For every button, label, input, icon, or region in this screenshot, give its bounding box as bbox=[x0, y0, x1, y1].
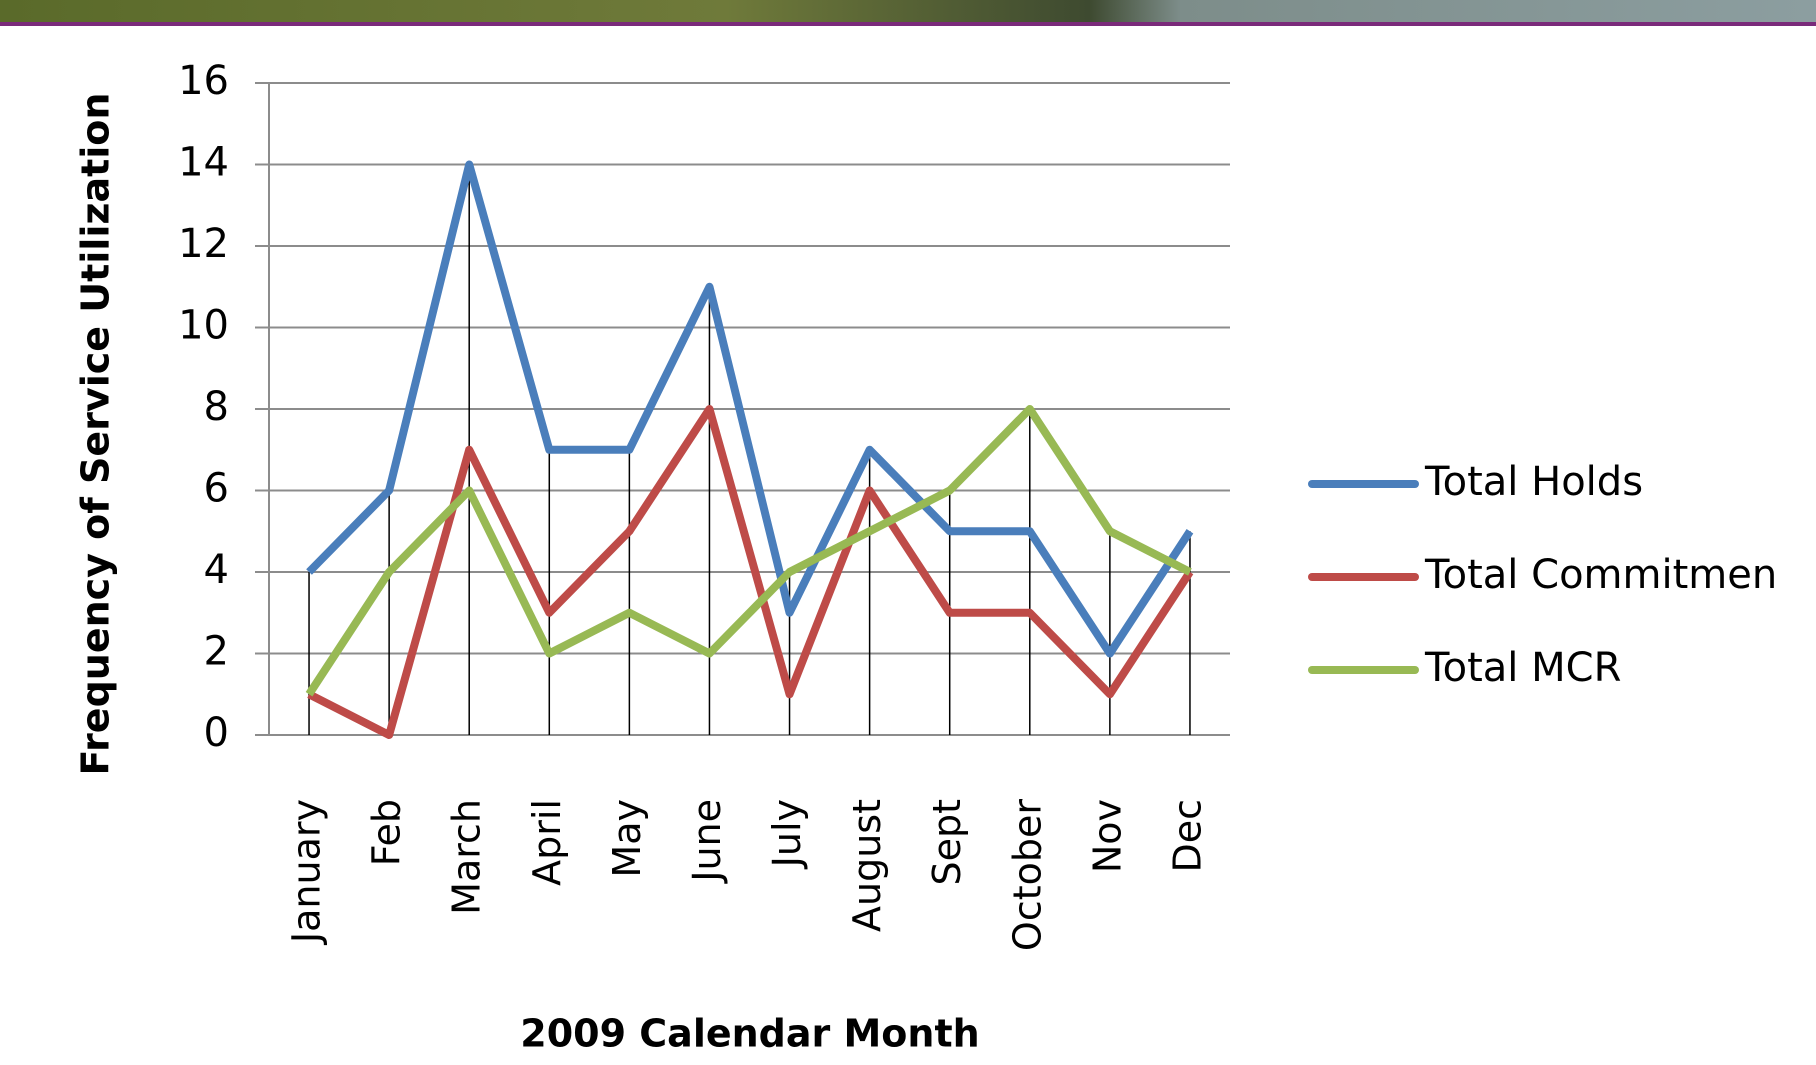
y-tick-label: 16 bbox=[178, 58, 229, 104]
y-tick-label: 10 bbox=[178, 303, 229, 349]
x-tick-label: January bbox=[285, 799, 329, 945]
y-tick-label: 14 bbox=[178, 140, 229, 186]
x-tick-label: March bbox=[445, 799, 489, 915]
legend-label: Total Commitmen bbox=[1424, 552, 1777, 598]
x-tick-label: July bbox=[765, 799, 809, 869]
y-tick-label: 8 bbox=[204, 384, 229, 430]
banner-rule bbox=[0, 22, 1816, 26]
x-tick-label: Dec bbox=[1165, 799, 1209, 873]
y-tick-label: 12 bbox=[178, 221, 229, 267]
y-tick-label: 6 bbox=[204, 466, 229, 512]
legend-label: Total MCR bbox=[1424, 645, 1621, 691]
x-tick-label: June bbox=[685, 799, 729, 884]
x-tick-label: October bbox=[1005, 799, 1049, 951]
x-tick-label: Feb bbox=[365, 799, 409, 866]
x-tick-label: Nov bbox=[1085, 799, 1129, 873]
y-tick-label: 0 bbox=[204, 710, 229, 756]
chart: 2009 Calendar Month Frequency of Service… bbox=[0, 0, 1816, 1065]
x-tick-label: May bbox=[605, 799, 649, 878]
legend-label: Total Holds bbox=[1424, 459, 1643, 505]
x-axis-title: 2009 Calendar Month bbox=[520, 1012, 979, 1056]
y-axis-title: Frequency of Service Utilization bbox=[74, 93, 118, 776]
x-tick-label: April bbox=[525, 799, 569, 886]
x-tick-label: August bbox=[845, 799, 889, 932]
x-tick-label: Sept bbox=[925, 799, 969, 886]
y-tick-label: 2 bbox=[204, 629, 229, 675]
banner bbox=[0, 0, 1816, 22]
y-tick-label: 4 bbox=[204, 547, 229, 593]
